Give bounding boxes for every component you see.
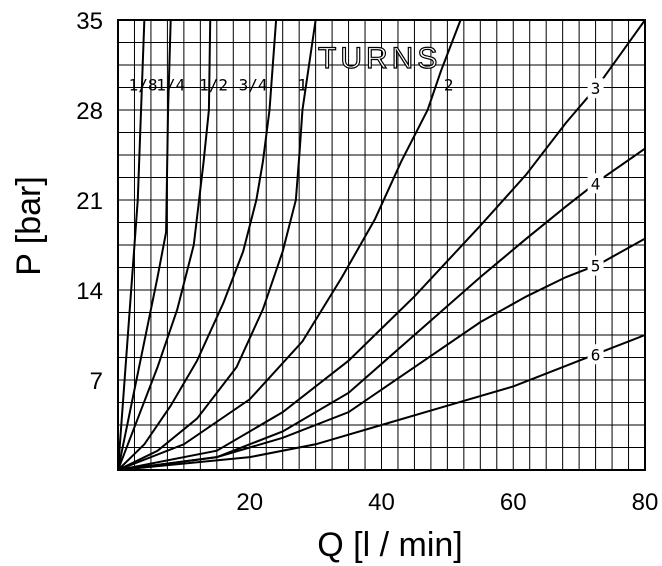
series-line-4 (117, 147, 646, 471)
x-tick-label: 80 (632, 489, 659, 516)
curve-label: 1/4 (156, 75, 185, 94)
curve-label: 1/8 (129, 75, 158, 94)
series-line-3 (117, 19, 646, 471)
x-axis-title: Q [l / min] (317, 526, 462, 564)
curve-label: 1 (298, 75, 308, 94)
series-line-2 (117, 19, 462, 471)
curve-label: 2 (444, 75, 454, 94)
x-tick-label: 40 (368, 489, 395, 516)
y-tick-label: 28 (76, 98, 103, 125)
curve-label: 3/4 (239, 75, 268, 94)
y-tick-label: 21 (76, 188, 103, 215)
label-gap (587, 255, 604, 276)
turns-annotation: TURNS (318, 42, 441, 75)
curve-labels: 1/81/4 1/2 3/4 1 2 3 4 5 6 (129, 75, 604, 365)
y-tick-labels: 7 14 21 28 35 (76, 8, 103, 395)
curve-label: 3 (591, 79, 601, 98)
y-tick-label: 7 (90, 368, 103, 395)
series-line-1-4 (117, 19, 172, 471)
series-line-1 (117, 19, 317, 471)
x-tick-label: 20 (236, 489, 263, 516)
x-tick-label: 60 (500, 489, 527, 516)
series-line-3-4 (117, 19, 278, 471)
grid (118, 20, 645, 470)
y-tick-label: 14 (76, 278, 103, 305)
x-tick-labels: 20 40 60 80 (236, 489, 658, 516)
curve-label: 5 (591, 257, 601, 276)
plot-frame (117, 19, 646, 471)
curve-label: 1/2 (199, 75, 228, 94)
label-gap (587, 78, 604, 99)
y-tick-label: 35 (76, 8, 103, 35)
y-axis-title: P [bar] (10, 176, 48, 276)
curve-label: 6 (591, 345, 601, 364)
series-line-5 (117, 237, 646, 471)
curve-label: 4 (591, 174, 601, 193)
series-line-1-8 (117, 19, 146, 471)
label-gap (587, 173, 604, 194)
series-line-1-2 (117, 19, 212, 471)
label-gap (587, 344, 604, 365)
